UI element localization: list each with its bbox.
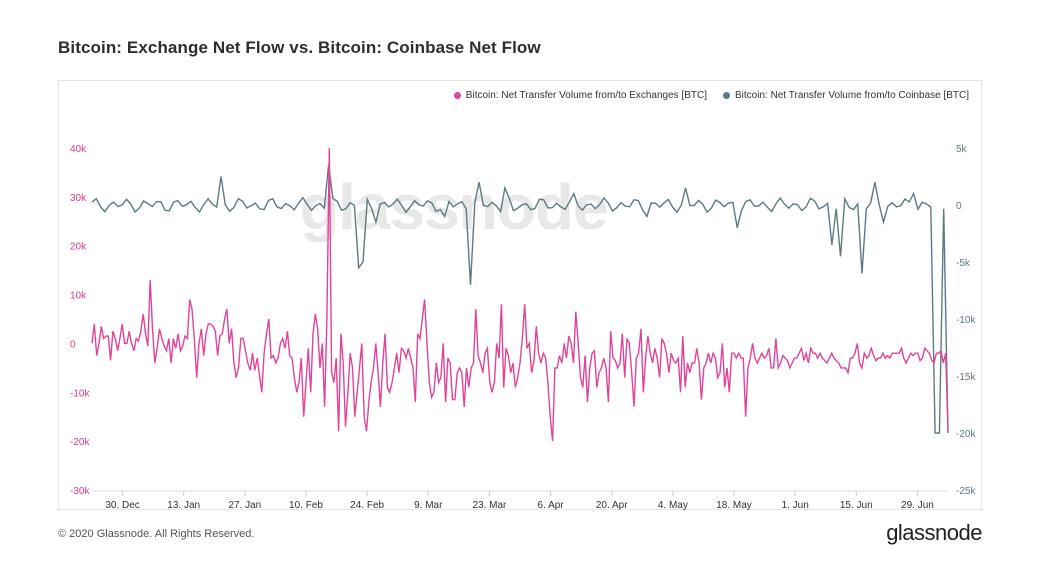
x-axis-tick-label: 23. Mar — [472, 500, 507, 511]
x-axis-tick-label: 4. May — [658, 500, 688, 511]
x-axis-tick-label: 30. Dec — [105, 500, 139, 511]
right-axis-tick-label: 0 — [956, 201, 962, 212]
x-axis-tick-label: 29. Jun — [901, 500, 934, 511]
left-axis-tick-label: 0 — [70, 339, 76, 350]
brand-logo: glassnode — [886, 520, 982, 545]
left-axis-tick-label: 10k — [70, 291, 87, 302]
left-axis-tick-label: 30k — [70, 193, 87, 204]
page-title: Bitcoin: Exchange Net Flow vs. Bitcoin: … — [58, 38, 541, 57]
left-axis-tick-label: 40k — [70, 144, 87, 155]
chart-legend: Bitcoin: Net Transfer Volume from/to Exc… — [453, 90, 969, 101]
left-axis-tick-label: -20k — [70, 437, 90, 448]
x-axis-tick-label: 1. Jun — [782, 500, 809, 511]
right-axis-tick-label: -15k — [956, 372, 976, 383]
left-axis-tick-label: -10k — [70, 388, 90, 399]
right-axis-tick-label: -25k — [956, 486, 976, 497]
right-axis-tick-label: -20k — [956, 429, 976, 440]
x-axis-tick-label: 24. Feb — [350, 500, 384, 511]
x-axis-tick-label: 15. Jun — [840, 500, 873, 511]
x-axis-tick-label: 6. Apr — [538, 500, 565, 511]
right-axis-tick-label: -10k — [956, 315, 976, 326]
chart-panel: Bitcoin: Net Transfer Volume from/to Exc… — [58, 80, 982, 510]
x-axis-tick-label: 27. Jan — [228, 500, 261, 511]
legend-swatch-exchanges — [453, 92, 461, 99]
x-axis-tick-label: 10. Feb — [289, 500, 323, 511]
series-line-exchanges — [91, 147, 949, 442]
x-axis-tick-label: 20. Apr — [596, 500, 628, 511]
x-axis-tick-label: 13. Jan — [167, 500, 200, 511]
right-axis-tick-label: 5k — [956, 144, 968, 155]
legend-item-exchanges[interactable]: Bitcoin: Net Transfer Volume from/to Exc… — [453, 90, 708, 101]
x-axis-tick-label: 18. May — [716, 500, 752, 511]
left-axis-tick-label: 20k — [70, 242, 87, 253]
copyright-notice: © 2020 Glassnode. All Rights Reserved. — [58, 528, 255, 540]
series-line-coinbase — [91, 165, 949, 434]
right-axis-tick-label: -5k — [956, 258, 971, 269]
x-axis-tick-label: 9. Mar — [414, 500, 443, 511]
legend-item-coinbase[interactable]: Bitcoin: Net Transfer Volume from/to Coi… — [723, 90, 969, 101]
left-axis-tick-label: -30k — [70, 486, 90, 497]
legend-label-coinbase: Bitcoin: Net Transfer Volume from/to Coi… — [735, 90, 969, 101]
legend-label-exchanges: Bitcoin: Net Transfer Volume from/to Exc… — [465, 90, 708, 101]
legend-swatch-coinbase — [723, 92, 731, 99]
